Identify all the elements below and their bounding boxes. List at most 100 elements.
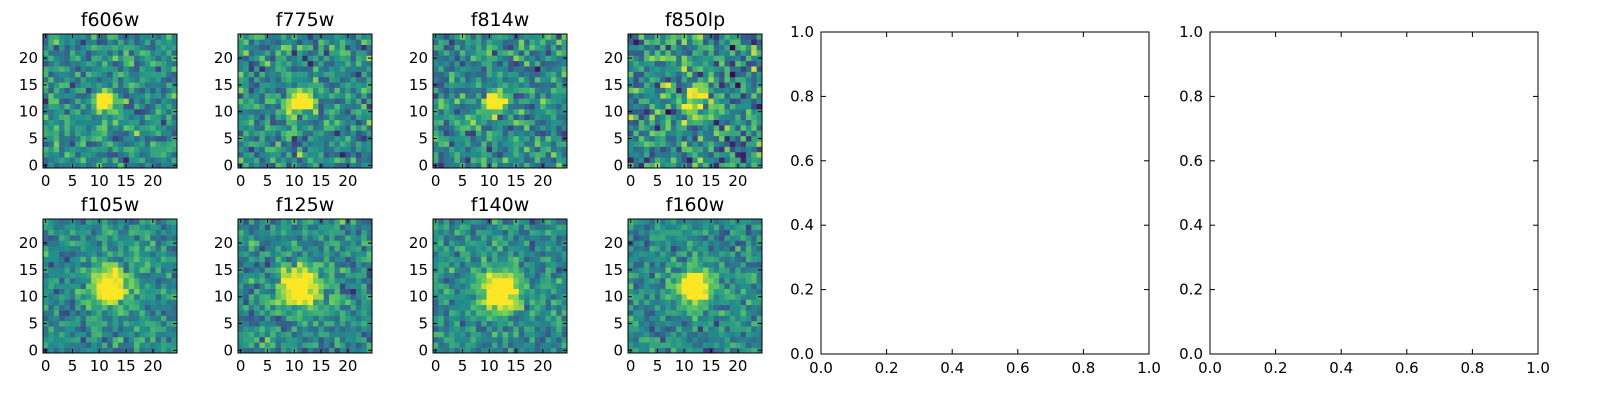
heatmap-cell bbox=[48, 82, 55, 88]
heatmap-cell bbox=[729, 347, 736, 354]
heatmap-cell bbox=[470, 60, 477, 67]
heatmap-cell bbox=[302, 71, 308, 78]
heatmap-cell bbox=[107, 251, 113, 257]
heatmap-cell bbox=[243, 151, 250, 158]
heatmap-cell bbox=[703, 44, 709, 51]
panel-title: f125w bbox=[276, 194, 335, 216]
heatmap-cell bbox=[486, 283, 493, 289]
heatmap-cell bbox=[740, 34, 747, 40]
heatmap-cell bbox=[248, 119, 255, 126]
heatmap-cell bbox=[660, 267, 666, 273]
heatmap-cell bbox=[556, 347, 562, 354]
heatmap-cell bbox=[540, 294, 546, 300]
heatmap-cell bbox=[745, 304, 752, 311]
heatmap-cell bbox=[545, 162, 552, 169]
heatmap-cell bbox=[745, 320, 752, 327]
heatmap-cell bbox=[729, 294, 736, 300]
heatmap-cell bbox=[313, 304, 319, 311]
axes-frame bbox=[432, 33, 568, 169]
heatmap-cell bbox=[459, 336, 466, 343]
heatmap-cell bbox=[318, 66, 325, 72]
heatmap-cell bbox=[248, 315, 255, 322]
heatmap-cell bbox=[307, 60, 314, 67]
x-tick-label: 20 bbox=[143, 172, 162, 190]
heatmap-cell bbox=[91, 50, 97, 56]
heatmap-cell bbox=[112, 294, 119, 300]
heatmap-cell bbox=[313, 135, 319, 142]
heatmap-cell bbox=[48, 283, 55, 289]
heatmap-cell bbox=[53, 310, 60, 316]
heatmap-cell bbox=[160, 347, 167, 354]
heatmap-cell bbox=[302, 109, 308, 115]
heatmap-cell bbox=[449, 162, 455, 169]
heatmap-cell bbox=[313, 229, 319, 236]
heatmap-cell bbox=[561, 272, 568, 279]
heatmap-cell bbox=[676, 304, 682, 311]
heatmap-cell bbox=[160, 267, 167, 273]
heatmap-cell bbox=[144, 71, 151, 78]
heatmap-cell bbox=[286, 114, 292, 121]
heatmap-cell bbox=[545, 98, 552, 104]
heatmap-cell bbox=[361, 261, 367, 268]
heatmap-cell bbox=[438, 310, 445, 316]
heatmap-cell bbox=[366, 283, 373, 289]
heatmap-cell bbox=[238, 103, 244, 110]
heatmap-cell bbox=[513, 342, 520, 348]
heatmap-cell bbox=[85, 245, 92, 252]
heatmap-cell bbox=[628, 71, 634, 78]
heatmap-cell bbox=[449, 146, 455, 153]
heatmap-cell bbox=[248, 71, 255, 78]
heatmap-cell bbox=[534, 245, 541, 252]
heatmap-cell bbox=[134, 251, 140, 257]
heatmap-cell bbox=[740, 119, 747, 126]
heatmap-cell bbox=[508, 304, 514, 311]
heatmap-cell bbox=[361, 151, 367, 158]
heatmap-cell bbox=[264, 130, 271, 137]
heatmap-cell bbox=[112, 326, 119, 332]
heatmap-cell bbox=[302, 224, 308, 231]
heatmap-cell bbox=[660, 320, 666, 327]
heatmap-cell bbox=[681, 267, 688, 273]
heatmap-cell bbox=[75, 256, 81, 263]
heatmap-cell bbox=[529, 331, 536, 338]
heatmap-cell bbox=[540, 240, 546, 247]
heatmap-cell bbox=[556, 299, 562, 306]
heatmap-cell bbox=[259, 304, 266, 311]
heatmap-cell bbox=[644, 347, 650, 354]
heatmap-cell bbox=[150, 119, 156, 126]
heatmap-cell bbox=[53, 235, 60, 241]
heatmap-cell bbox=[291, 92, 298, 99]
heatmap-cell bbox=[64, 331, 71, 338]
heatmap-cell bbox=[112, 98, 119, 104]
heatmap-cell bbox=[433, 299, 439, 306]
heatmap-cell bbox=[486, 103, 493, 110]
heatmap-cell bbox=[708, 130, 715, 137]
heatmap-cell bbox=[556, 251, 562, 257]
heatmap-cell bbox=[286, 267, 292, 273]
heatmap-cell bbox=[550, 336, 557, 343]
heatmap-cell bbox=[502, 130, 509, 137]
heatmap-cell bbox=[633, 336, 640, 343]
heatmap-cell bbox=[540, 119, 546, 126]
heatmap-cell bbox=[676, 130, 682, 137]
heatmap-cell bbox=[433, 336, 439, 343]
panel-title: f814w bbox=[471, 9, 530, 31]
heatmap-cell bbox=[248, 130, 255, 137]
heatmap-cell bbox=[665, 141, 672, 147]
heatmap-cell bbox=[735, 310, 741, 316]
heatmap-cell bbox=[160, 229, 167, 236]
y-tick-label: 20 bbox=[19, 234, 38, 252]
heatmap-cell bbox=[150, 141, 156, 147]
heatmap-cell bbox=[644, 146, 650, 153]
heatmap-cell bbox=[508, 320, 514, 327]
heatmap-cell bbox=[302, 304, 308, 311]
heatmap-cell bbox=[160, 331, 167, 338]
heatmap-cell bbox=[134, 151, 140, 158]
heatmap-cell bbox=[270, 229, 276, 236]
heatmap-cell bbox=[112, 125, 119, 131]
heatmap-cell bbox=[470, 162, 477, 169]
heatmap-cell bbox=[361, 256, 367, 263]
heatmap-cell bbox=[540, 55, 546, 62]
heatmap-cell bbox=[345, 92, 351, 99]
heatmap-cell bbox=[654, 119, 661, 126]
